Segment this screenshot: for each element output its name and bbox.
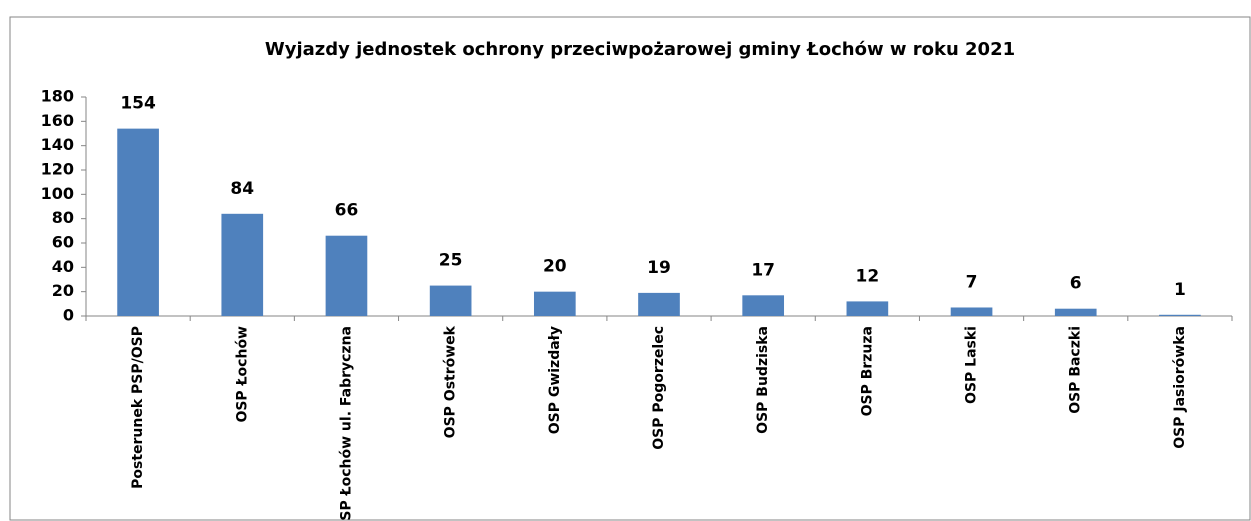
y-tick-label: 0	[63, 306, 74, 325]
x-tick-label: OSP Pogorzelec	[651, 326, 667, 450]
bar	[117, 128, 159, 316]
x-tick-label: OSP Budziska	[755, 326, 771, 434]
bar	[221, 213, 264, 316]
bar	[742, 295, 785, 316]
x-tick-label: OSP Laski	[964, 326, 980, 404]
bar	[950, 307, 993, 316]
data-label: 17	[751, 260, 775, 280]
chart-border	[9, 16, 1251, 521]
y-tick-label: 100	[41, 184, 74, 203]
x-tick-label: OSP Jasiorówka	[1172, 326, 1188, 449]
bar	[429, 285, 472, 316]
bar	[533, 291, 576, 316]
data-label: 7	[966, 272, 978, 292]
y-tick-label: 40	[52, 257, 74, 276]
data-label: 12	[856, 266, 880, 286]
x-tick-label: OSP Gwizdały	[547, 326, 563, 434]
y-tick-label: 20	[52, 281, 74, 300]
bar	[846, 301, 889, 316]
y-tick-label: 140	[41, 135, 74, 154]
y-tick-label: 80	[52, 208, 74, 227]
data-label: 6	[1070, 274, 1082, 294]
y-tick-label: 60	[52, 233, 74, 252]
data-label: 25	[439, 251, 463, 271]
x-tick-label: OSP Ostrówek	[443, 325, 459, 438]
bar	[638, 292, 680, 316]
x-tick-label: OSP Brzuza	[859, 326, 875, 416]
data-label: 84	[230, 179, 254, 199]
data-label: 20	[543, 257, 567, 277]
data-label: 66	[335, 201, 359, 221]
chart-title: Wyjazdy jednostek ochrony przeciwpożarow…	[265, 39, 1015, 60]
bar	[1159, 314, 1201, 316]
data-label: 1	[1174, 280, 1186, 300]
y-tick-label: 120	[41, 160, 74, 179]
x-tick-label: OSP Łochów ul. Fabryczna	[338, 326, 354, 521]
data-label: 154	[120, 94, 156, 114]
bar	[325, 235, 368, 316]
bar	[1054, 308, 1097, 316]
y-tick-label: 180	[41, 87, 74, 106]
x-tick-label: OSP Łochów	[234, 326, 250, 423]
y-tick-label: 160	[41, 111, 74, 130]
data-label: 19	[647, 258, 671, 278]
x-tick-label: OSP Baczki	[1068, 326, 1084, 414]
x-tick-label: Posterunek PSP/OSP	[130, 326, 146, 489]
